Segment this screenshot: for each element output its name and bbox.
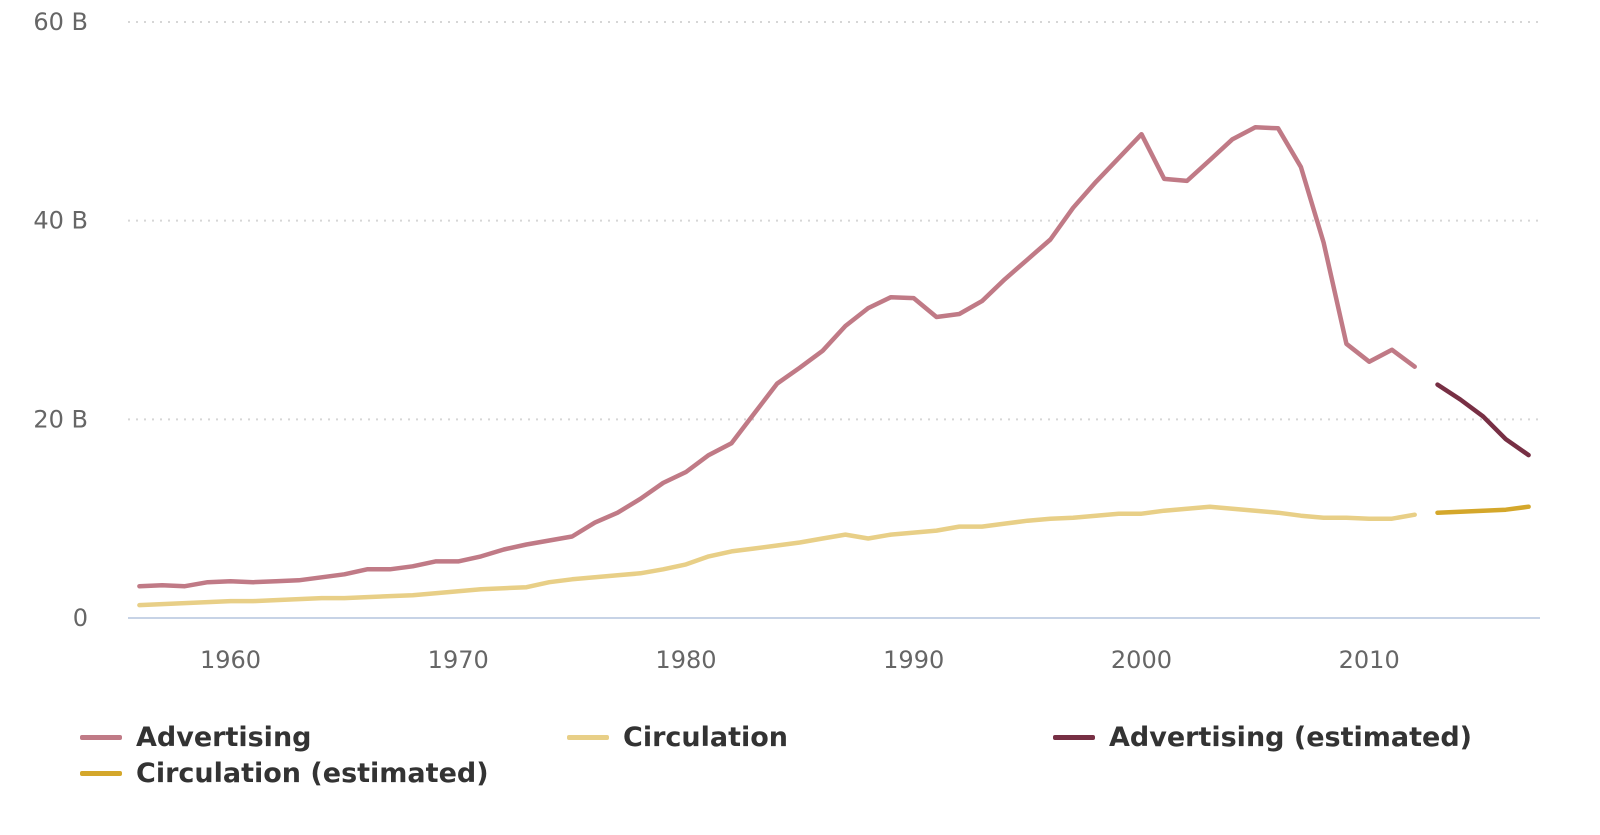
y-tick-label-0: 0 [73,604,88,632]
x-tick-label-1990: 1990 [883,646,944,674]
x-tick-label-2000: 2000 [1111,646,1172,674]
y-tick-label-20: 20 B [33,405,88,433]
x-tick-label-1970: 1970 [428,646,489,674]
legend-item-circulation[interactable]: Circulation [567,722,788,753]
legend-swatch-circulation-estimated [80,771,122,776]
series-line-circulation[interactable] [137,504,1417,608]
y-tick-label-60: 60 B [33,8,88,36]
legend-item-circulation-estimated[interactable]: Circulation (estimated) [80,758,489,789]
line-chart: 0 20 B 40 B 60 B 1960 1970 1980 1990 2000 2010 [33,8,1540,674]
legend-item-advertising[interactable]: Advertising [80,722,312,753]
x-tick-label-1960: 1960 [200,646,261,674]
y-tick-label-40: 40 B [33,207,88,235]
legend-swatch-circulation [567,735,609,740]
legend-label-advertising: Advertising [136,722,312,753]
x-axis: 1960 1970 1980 1990 2000 2010 [128,617,1540,674]
legend-swatch-advertising [80,735,122,740]
legend-label-advertising-estimated: Advertising (estimated) [1109,722,1473,753]
legend-label-circulation: Circulation [623,722,789,753]
series-line-circulation-estimated[interactable] [1435,504,1531,515]
series-lines [137,125,1531,608]
gridlines [128,21,1540,421]
x-tick-label-1980: 1980 [655,646,716,674]
legend-item-advertising-estimated[interactable]: Advertising (estimated) [1053,722,1472,753]
legend-label-circulation-estimated: Circulation (estimated) [136,758,489,789]
series-line-advertising[interactable] [137,125,1417,589]
legend-swatch-advertising-estimated [1053,735,1095,740]
series-line-advertising-estimated[interactable] [1435,382,1531,458]
x-tick-label-2010: 2010 [1339,646,1400,674]
y-axis-ticks: 0 20 B 40 B 60 B [33,8,88,632]
